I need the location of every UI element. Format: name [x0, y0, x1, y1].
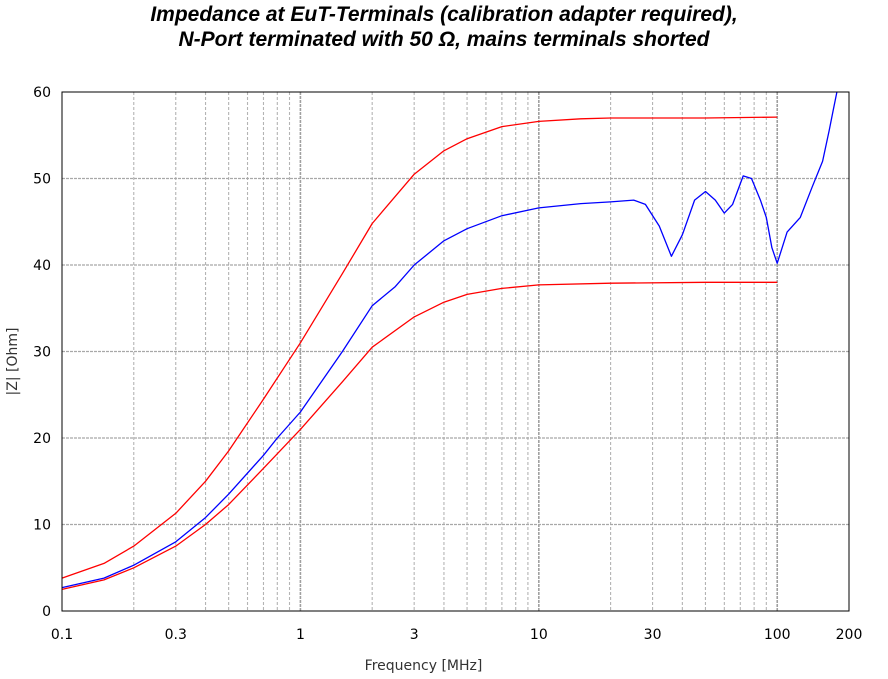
series-line-3 — [61, 91, 838, 589]
x-tick-label: 0.3 — [165, 627, 187, 643]
y-tick-label: 30 — [33, 345, 51, 361]
x-tick-label: 100 — [764, 627, 791, 643]
chart-title-line-1: Impedance at EuT-Terminals (calibration … — [150, 3, 738, 26]
grid — [62, 92, 849, 611]
x-tick-label: 10 — [530, 627, 548, 643]
chart-title-line-2: N-Port terminated with 50 Ω, mains termi… — [178, 28, 710, 51]
y-axis-label: |Z| [Ohm] — [5, 328, 21, 396]
tick-labels: 0.1 0.3 1 3 10 30 100 200 0 10 20 30 40 50 60 — [33, 85, 862, 643]
plot-frame — [61, 91, 850, 612]
x-tick-label: 0.1 — [51, 627, 73, 643]
x-tick-label: 200 — [836, 627, 863, 643]
chart-title: Impedance at EuT-Terminals (calibration … — [0, 2, 888, 52]
y-tick-label: 60 — [33, 85, 51, 101]
y-tick-label: 50 — [33, 172, 51, 188]
y-tick-label: 40 — [33, 258, 51, 274]
x-axis-label: Frequency [MHz] — [365, 658, 483, 674]
x-tick-label: 1 — [296, 627, 305, 643]
x-tick-label: 3 — [410, 627, 419, 643]
series-line-1 — [61, 116, 778, 579]
y-tick-label: 0 — [42, 604, 51, 620]
x-tick-label: 30 — [644, 627, 662, 643]
series-lines — [61, 91, 838, 591]
y-tick-label: 10 — [33, 518, 51, 534]
y-tick-label: 20 — [33, 431, 51, 447]
series-line-2 — [61, 281, 778, 591]
